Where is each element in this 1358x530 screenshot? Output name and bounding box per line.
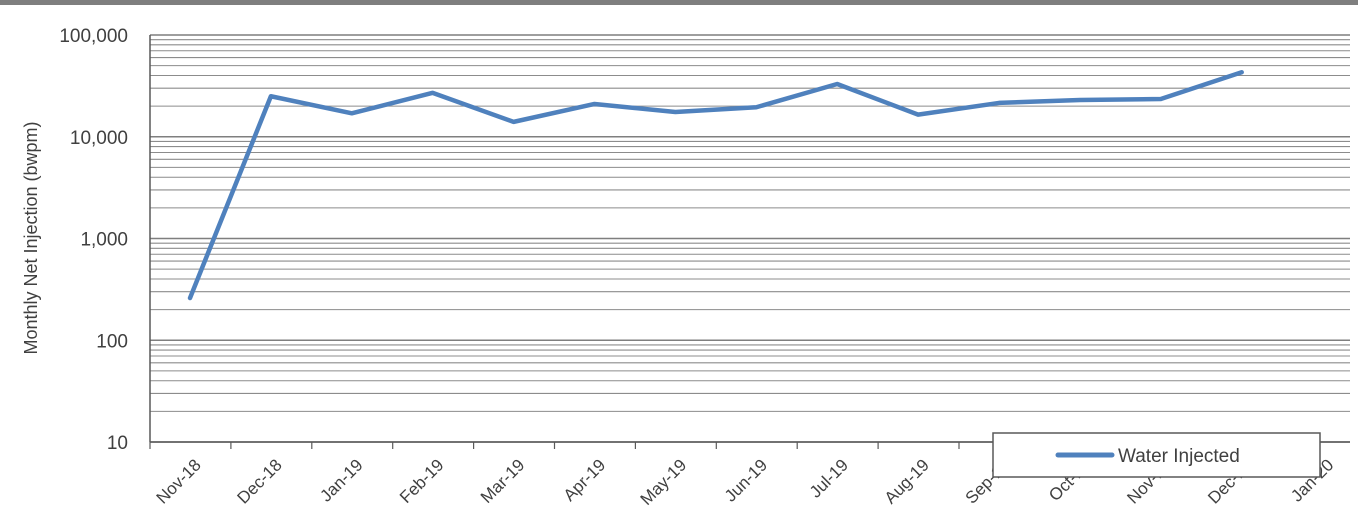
- x-tick-label: Aug-19: [881, 455, 933, 507]
- x-tick-label: Mar-19: [477, 455, 529, 507]
- x-tick-label: Nov-18: [153, 455, 205, 507]
- x-tick-label: Feb-19: [396, 455, 448, 507]
- axes: [149, 35, 1350, 449]
- y-tick-label: 10: [107, 433, 128, 454]
- x-tick-label: Jul-19: [806, 455, 852, 501]
- x-tick-label: Jan-19: [316, 455, 366, 505]
- legend-box: [992, 432, 1321, 478]
- x-tick-label: May-19: [637, 455, 691, 509]
- y-tick-label: 10,000: [70, 128, 128, 149]
- y-tick-label: 100: [96, 331, 128, 352]
- y-tick-labels: 10 100 1,000 10,000 100,000: [59, 26, 128, 454]
- y-tick-label: 1,000: [80, 230, 128, 251]
- y-axis-title: Monthly Net Injection (bwpm): [21, 121, 41, 354]
- series: [187, 70, 1244, 301]
- x-tick-label: Dec-18: [234, 455, 286, 507]
- series-line: [187, 70, 1244, 301]
- x-tick-label: Jun-19: [721, 455, 771, 505]
- legend: Water Injected: [992, 432, 1321, 478]
- top-border: [0, 0, 1358, 5]
- gridlines: [150, 34, 1350, 443]
- x-tick-label: Apr-19: [560, 455, 610, 505]
- legend-label: Water Injected: [1118, 446, 1240, 467]
- y-tick-label: 100,000: [59, 26, 128, 47]
